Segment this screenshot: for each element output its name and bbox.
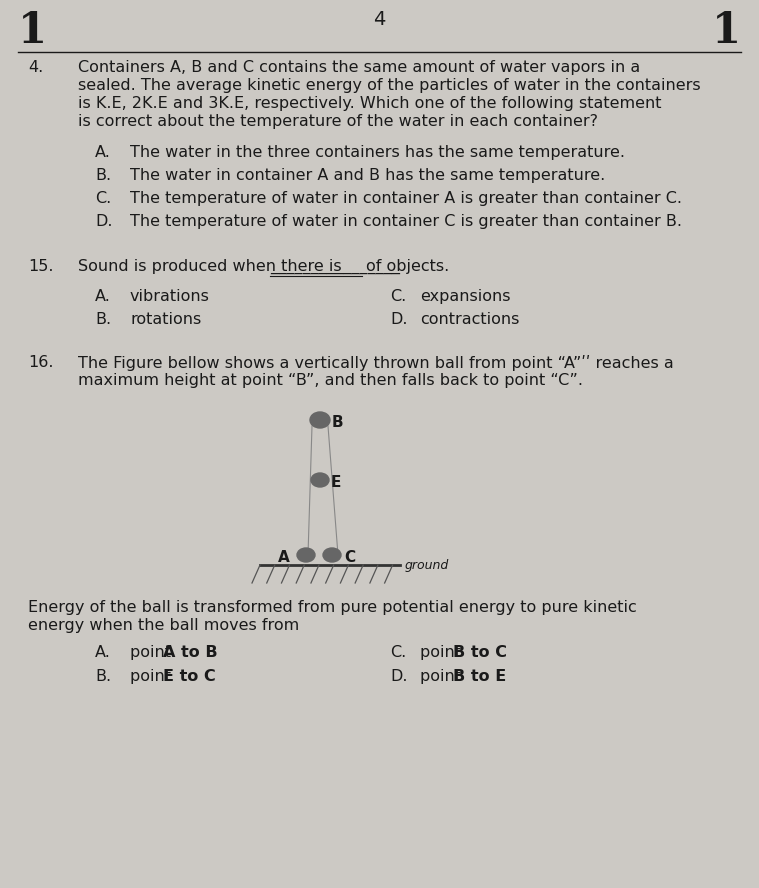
Text: C.: C.: [390, 645, 406, 660]
Text: is correct about the temperature of the water in each container?: is correct about the temperature of the …: [78, 114, 598, 129]
Text: The water in container A and B has the same temperature.: The water in container A and B has the s…: [130, 168, 605, 183]
Text: maximum height at point “B”, and then falls back to point “C”.: maximum height at point “B”, and then fa…: [78, 373, 583, 388]
Text: is K.E, 2K.E and 3K.E, respectively. Which one of the following statement: is K.E, 2K.E and 3K.E, respectively. Whi…: [78, 96, 662, 111]
Text: 1: 1: [18, 10, 47, 52]
Text: point: point: [420, 645, 466, 660]
Text: C.: C.: [95, 191, 112, 206]
Text: C: C: [344, 550, 355, 565]
Text: sealed. The average kinetic energy of the particles of water in the containers: sealed. The average kinetic energy of th…: [78, 78, 701, 93]
Ellipse shape: [323, 548, 341, 562]
Text: B.: B.: [95, 168, 111, 183]
Text: Sound is produced when there is: Sound is produced when there is: [78, 259, 347, 274]
Text: A to B: A to B: [163, 645, 218, 660]
Text: The temperature of water in container C is greater than container B.: The temperature of water in container C …: [130, 214, 682, 229]
Text: 15.: 15.: [28, 259, 53, 274]
Text: vibrations: vibrations: [130, 289, 210, 304]
Text: ________________: ________________: [270, 259, 400, 274]
Text: E: E: [331, 475, 342, 490]
Text: D.: D.: [390, 312, 408, 327]
Text: A.: A.: [95, 289, 111, 304]
Text: 4.: 4.: [28, 60, 43, 75]
Text: A.: A.: [95, 645, 111, 660]
Text: B: B: [332, 415, 344, 430]
Text: point: point: [420, 669, 466, 684]
Text: of objects.: of objects.: [366, 259, 449, 274]
Text: The Figure bellow shows a vertically thrown ball from point “A”ʹʹ reaches a: The Figure bellow shows a vertically thr…: [78, 355, 674, 371]
Text: 16.: 16.: [28, 355, 53, 370]
Text: contractions: contractions: [420, 312, 519, 327]
Text: 4: 4: [373, 10, 385, 29]
Text: expansions: expansions: [420, 289, 511, 304]
Text: B.: B.: [95, 669, 111, 684]
Text: ground: ground: [405, 559, 449, 572]
Text: D.: D.: [390, 669, 408, 684]
Text: Energy of the ball is transformed from pure potential energy to pure kinetic: Energy of the ball is transformed from p…: [28, 600, 637, 615]
Text: A: A: [278, 550, 290, 565]
Text: B.: B.: [95, 312, 111, 327]
Text: 1: 1: [712, 10, 741, 52]
Ellipse shape: [297, 548, 315, 562]
Text: B to E: B to E: [453, 669, 506, 684]
Text: rotations: rotations: [130, 312, 201, 327]
Text: point: point: [130, 645, 176, 660]
Text: Containers A, B and C contains the same amount of water vapors in a: Containers A, B and C contains the same …: [78, 60, 641, 75]
Text: E to C: E to C: [163, 669, 216, 684]
Ellipse shape: [311, 473, 329, 487]
Text: A.: A.: [95, 145, 111, 160]
Text: point: point: [130, 669, 176, 684]
Text: The temperature of water in container A is greater than container C.: The temperature of water in container A …: [130, 191, 682, 206]
Text: energy when the ball moves from: energy when the ball moves from: [28, 618, 299, 633]
Text: C.: C.: [390, 289, 406, 304]
Text: The water in the three containers has the same temperature.: The water in the three containers has th…: [130, 145, 625, 160]
Ellipse shape: [310, 412, 330, 428]
Text: D.: D.: [95, 214, 112, 229]
Text: B to C: B to C: [453, 645, 507, 660]
